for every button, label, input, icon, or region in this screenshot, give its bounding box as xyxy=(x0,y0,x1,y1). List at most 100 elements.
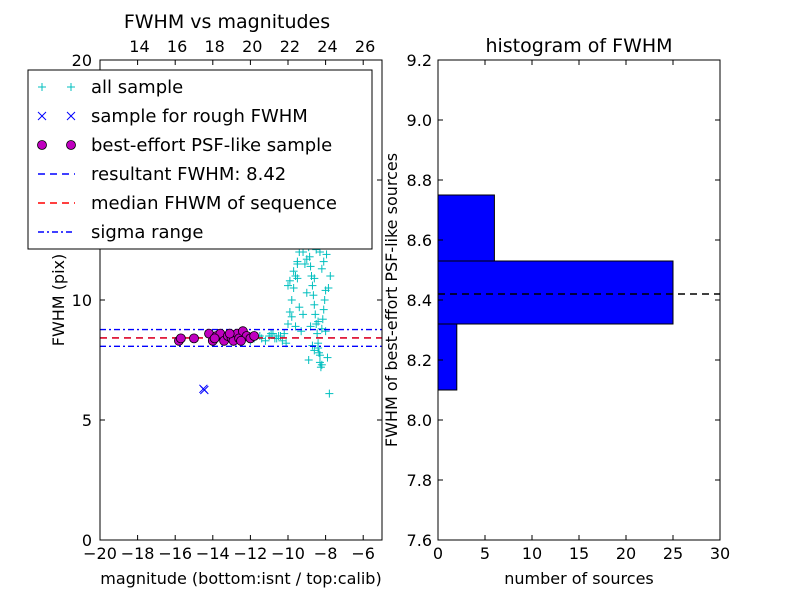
all-sample-point xyxy=(326,272,335,280)
legend-item: median FHWM of sequence xyxy=(38,193,337,214)
left-chart-title: FWHM vs magnitudes xyxy=(124,11,330,33)
all-sample-point xyxy=(285,308,294,316)
psf-sample-point xyxy=(249,331,260,341)
all-sample-point xyxy=(276,332,285,340)
x-tick-label: −10 xyxy=(271,544,305,563)
all-sample-point xyxy=(299,310,308,319)
y-tick-label: 9.0 xyxy=(407,111,432,130)
all-sample-point xyxy=(306,262,315,271)
right-plot-area xyxy=(437,194,720,391)
top-x-tick-label: 16 xyxy=(167,37,187,56)
all-sample-point xyxy=(289,267,298,276)
all-sample-point xyxy=(324,284,333,292)
legend-label: sigma range xyxy=(91,222,203,243)
all-sample-point xyxy=(317,360,326,369)
legend-label: all sample xyxy=(91,77,183,98)
all-sample-point xyxy=(313,329,322,338)
psf-sample-point xyxy=(175,333,186,344)
all-sample-point xyxy=(310,274,319,283)
legend-item: all sample xyxy=(38,77,183,98)
legend-label: sample for rough FWHM xyxy=(91,106,308,127)
y-tick-label: 0 xyxy=(82,531,92,550)
y-tick-label: 20 xyxy=(72,51,92,70)
all-sample-point xyxy=(314,344,323,352)
left-chart: FWHM vs magnitudes −20 −18 −16 −14 −12 −10 −8−… xyxy=(27,11,383,588)
top-x-tick-label: 26 xyxy=(355,37,375,56)
right-x-axis-label: number of sources xyxy=(504,569,654,588)
legend-box xyxy=(27,69,373,250)
right-chart-title: histogram of FWHM xyxy=(485,35,672,57)
left-x-axis-label: magnitude (bottom:isnt / top:calib) xyxy=(100,569,381,588)
right-y-axis-label: FWHM of best-effort PSF-like sources xyxy=(382,153,401,447)
rough-sample-point xyxy=(199,385,209,395)
legend-item: best-effort PSF-like sample xyxy=(37,135,332,156)
y-tick-label: 5 xyxy=(82,411,92,430)
all-sample-point xyxy=(304,356,313,364)
x-tick-label: 10 xyxy=(522,544,542,563)
left-y-axis-label: FWHM (pix) xyxy=(49,254,68,347)
legend-item: resultant FWHM: 8.42 xyxy=(38,164,286,185)
psf-sample-point xyxy=(209,333,220,344)
all-sample-point xyxy=(317,264,326,273)
all-sample-point xyxy=(287,312,296,321)
all-sample-point xyxy=(284,281,292,290)
x-tick-label: −6 xyxy=(351,544,375,563)
all-sample-point xyxy=(291,322,300,331)
all-sample-point xyxy=(295,303,304,312)
all-sample-point xyxy=(308,341,317,350)
x-tick-label: −8 xyxy=(314,544,338,563)
legend-label: best-effort PSF-like sample xyxy=(91,135,332,156)
x-tick-label: 15 xyxy=(569,544,589,563)
all-sample-point xyxy=(319,305,328,314)
x-tick-label: 25 xyxy=(663,544,683,563)
legend-circle-marker xyxy=(66,140,76,150)
all-sample-point xyxy=(300,260,309,268)
x-tick-label: −16 xyxy=(158,544,192,563)
y-tick-label: 8.4 xyxy=(407,291,432,310)
y-tick-label: 7.6 xyxy=(407,531,432,550)
all-sample-point xyxy=(319,257,328,266)
all-sample-point xyxy=(297,327,306,336)
histogram-bar xyxy=(437,194,495,262)
right-chart: histogram of FWHM 0 5 10 15 20 25 30 7.6 7.8 8.0… xyxy=(382,35,730,588)
all-sample-point xyxy=(287,296,296,304)
all-sample-point xyxy=(293,274,302,283)
legend: all sample sample for rough FWHM best-effo… xyxy=(27,69,373,250)
all-sample-point xyxy=(323,353,332,362)
all-sample-point xyxy=(321,327,330,336)
x-tick-label: −20 xyxy=(83,544,117,563)
all-sample-point xyxy=(302,255,311,264)
rough-sample-point-b xyxy=(199,385,209,395)
all-sample-point xyxy=(320,296,329,304)
legend-x-marker xyxy=(66,111,76,121)
y-tick-label: 10 xyxy=(72,291,92,310)
y-tick-label: 8.0 xyxy=(407,411,432,430)
all-sample-point xyxy=(289,284,298,292)
x-tick-label: 30 xyxy=(710,544,730,563)
all-sample-point xyxy=(309,291,318,300)
psf-sample-point xyxy=(189,333,199,344)
histogram-bar xyxy=(437,323,458,391)
top-x-tick-label: 20 xyxy=(242,37,262,56)
top-x-tick-label: 18 xyxy=(205,37,225,56)
left-x-axis: −20 −18 −16 −14 −12 −10 −8 −6 xyxy=(83,60,375,563)
histogram-bar xyxy=(437,260,674,325)
all-sample-point xyxy=(284,320,292,328)
left-top-x-axis: 14 16 18 20 22 24 26 xyxy=(129,37,375,56)
x-tick-label: −12 xyxy=(234,544,268,563)
x-tick-label: 20 xyxy=(616,544,636,563)
all-sample-point xyxy=(285,276,294,285)
legend-x-marker xyxy=(37,111,47,121)
top-x-tick-label: 24 xyxy=(317,37,337,56)
all-sample-point xyxy=(308,281,317,290)
x-tick-label: 5 xyxy=(480,544,490,563)
x-tick-label: 0 xyxy=(433,544,443,563)
top-x-tick-label: 14 xyxy=(129,37,149,56)
legend-label: median FHWM of sequence xyxy=(91,193,337,214)
psf-sample-point xyxy=(236,335,246,346)
right-y-axis: 7.6 7.8 8.0 8.2 8.4 8.6 8.8 9.0 9.2 xyxy=(407,51,720,550)
right-x-axis: 0 5 10 15 20 25 30 xyxy=(433,60,730,563)
y-tick-label: 8.2 xyxy=(407,351,432,370)
x-tick-label: −18 xyxy=(121,544,155,563)
